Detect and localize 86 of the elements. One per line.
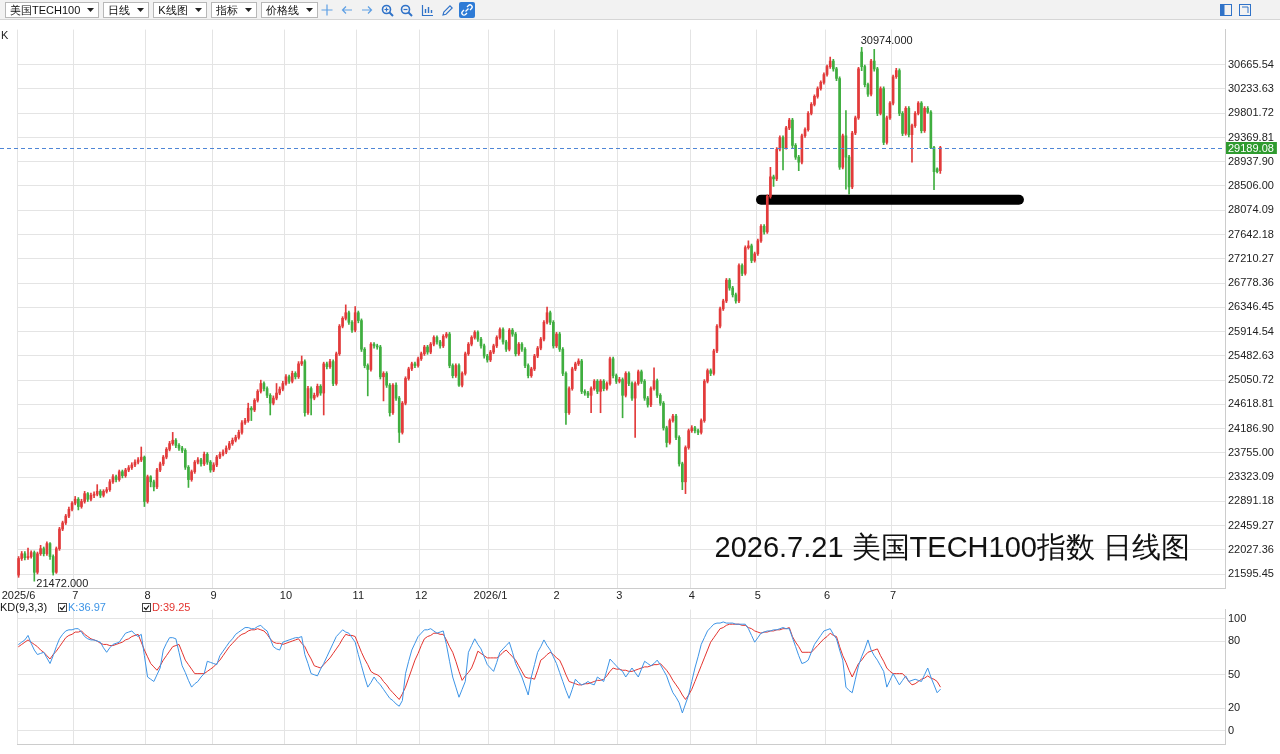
ref-line-label: 29189.08 (1228, 141, 1274, 154)
candlestick (923, 106, 926, 133)
candlestick (426, 344, 429, 355)
dropdown: 指标 (210, 2, 257, 18)
candlestick (316, 383, 319, 398)
x-tick-label: 2 (553, 588, 560, 601)
dropdown: K线图 (153, 2, 207, 18)
y-tick-label: 29369.81 (1228, 130, 1274, 143)
dropdown: 价格线 (260, 2, 318, 18)
y-tick-label: 100 (1228, 611, 1247, 624)
y-tick-label: 29801.72 (1228, 106, 1274, 119)
candlestick (139, 446, 143, 462)
y-tick-label: 30233.63 (1228, 81, 1274, 94)
candlestick (319, 384, 322, 396)
candlestick (77, 497, 80, 511)
y-tick-label: 25914.54 (1228, 324, 1274, 337)
x-tick-label: 7 (72, 588, 79, 601)
y-tick-label: 26778.36 (1228, 276, 1274, 289)
x-tick-label: 9 (210, 588, 217, 601)
x-tick-label: 11 (352, 588, 365, 601)
chart-title: KD(9,3,3) (0, 601, 48, 614)
y-tick-label: 28074.09 (1228, 203, 1274, 216)
x-tick-label: 7 (890, 588, 897, 601)
y-tick-label: 80 (1228, 634, 1241, 647)
x-tick-label: 10 (279, 588, 293, 601)
x-tick-label: 2026/1 (473, 588, 508, 601)
y-tick-label: 24186.90 (1228, 421, 1274, 434)
y-tick-label: 27642.18 (1228, 227, 1274, 240)
candlestick (618, 377, 621, 384)
candlestick (580, 359, 584, 394)
y-tick-label: 22027.36 (1228, 542, 1274, 555)
candlestick (920, 101, 923, 134)
candlestick (124, 468, 127, 478)
x-tick-label: 4 (688, 588, 695, 601)
candlestick (294, 371, 297, 380)
annotation: 30974.000 (860, 33, 913, 46)
candlestick (379, 344, 382, 380)
candlestick (599, 379, 602, 414)
y-tick-label: 26346.45 (1228, 300, 1274, 313)
y-tick-label: 27210.27 (1228, 251, 1274, 264)
dropdown: 美国TECH100 (5, 2, 100, 18)
y-tick-label: 22459.27 (1228, 518, 1274, 531)
series-label: K:36.97 (68, 601, 106, 613)
x-tick-label: 3 (616, 588, 623, 601)
candlestick (709, 368, 712, 376)
y-tick-label: 28937.90 (1228, 154, 1274, 167)
y-tick-label: 22891.18 (1228, 494, 1274, 507)
candlestick (772, 174, 775, 187)
text: 2026.7.21 美国TECH100指数 日线图 (714, 531, 1190, 565)
y-tick-label: 25050.72 (1228, 373, 1274, 386)
candlestick (596, 379, 599, 394)
y-tick-label: 24618.81 (1228, 397, 1274, 410)
y-tick-label: 28506.00 (1228, 179, 1274, 192)
candlestick (879, 86, 882, 116)
candlestick (275, 383, 278, 401)
text: K (1, 29, 9, 42)
candlestick (382, 371, 385, 402)
candlestick (231, 437, 234, 446)
candlestick (99, 489, 102, 498)
candlestick (146, 474, 149, 504)
candlestick (121, 469, 124, 479)
y-tick-label: 50 (1228, 667, 1241, 680)
x-tick-label: 12 (415, 588, 428, 601)
candlestick (143, 455, 146, 507)
x-tick-label: 6 (823, 588, 831, 601)
y-tick-label: 23755.00 (1228, 445, 1274, 458)
y-tick-label: 0 (1228, 723, 1235, 736)
candlestick (555, 332, 558, 348)
x-tick-label: 2025/6 (1, 588, 36, 601)
candlestick (621, 377, 624, 419)
candlestick (228, 441, 231, 451)
text: D:39.25 (151, 601, 191, 613)
x-tick-label: 8 (144, 588, 151, 601)
y-tick-label: 20 (1228, 701, 1241, 714)
candlestick (102, 489, 105, 498)
candlestick (234, 434, 237, 443)
y-tick-label: 21595.45 (1228, 567, 1274, 580)
y-tick-label: 30665.54 (1228, 57, 1274, 70)
candlestick (514, 332, 517, 357)
x-tick-label: 5 (754, 588, 761, 601)
candlestick (250, 406, 253, 421)
annotation: 21472.000 (36, 576, 89, 589)
y-tick-label: 25482.63 (1228, 348, 1274, 361)
dropdown: 日线 (103, 2, 150, 18)
y-tick-label: 23323.09 (1228, 470, 1274, 483)
candlestick (750, 243, 753, 264)
